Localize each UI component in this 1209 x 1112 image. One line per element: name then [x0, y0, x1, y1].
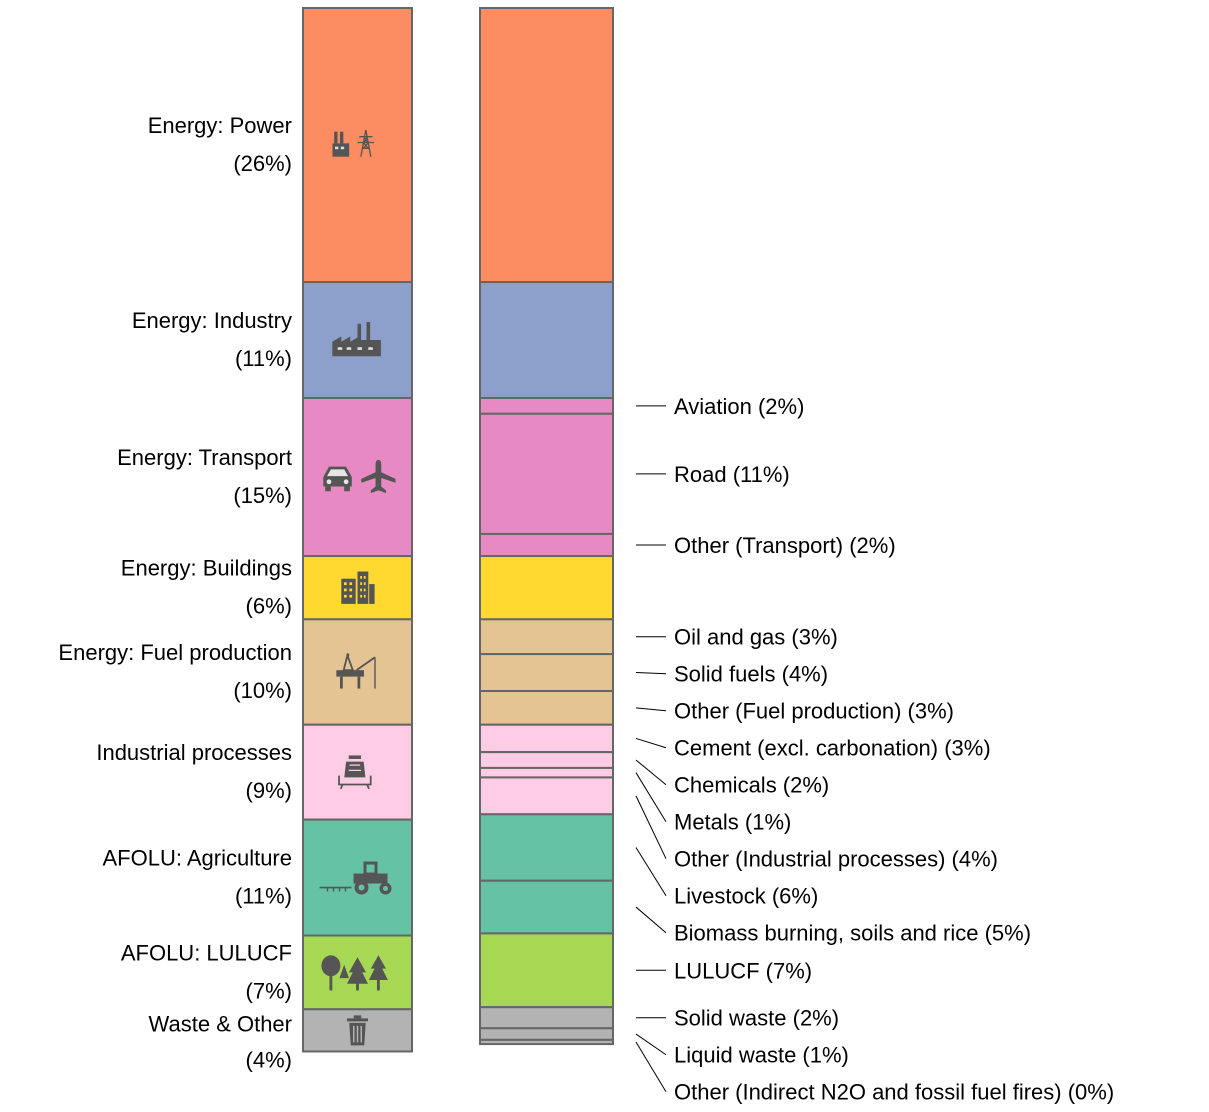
sector-bar-energy-transport [302, 396, 413, 558]
leader-line-biomass-burning-soils-and-rice-5 [635, 906, 667, 934]
subsector-label-cement-excl-carbonation-3: Cement (excl. carbonation) (3%) [674, 736, 991, 761]
sector-percent-waste-other: (4%) [246, 1047, 292, 1072]
leader-line-liquid-waste-1 [635, 1033, 667, 1056]
sector-percent-afolu-agriculture: (11%) [235, 884, 292, 909]
subsector-label-road-11: Road (11%) [674, 462, 790, 487]
subsector-bar-solid-fuels-4 [479, 653, 614, 692]
leader-line-other-fuel-production-3 [635, 707, 667, 712]
subsector-label-chemicals-2: Chemicals (2%) [674, 773, 829, 798]
subsector-bar-energy-power [479, 7, 614, 284]
subsector-label-solid-fuels-4: Solid fuels (4%) [674, 662, 828, 687]
sector-bar [302, 7, 413, 1053]
subsector-bar-road-11 [479, 412, 614, 535]
subsector-label-oil-and-gas-3: Oil and gas (3%) [674, 625, 838, 650]
subsector-label-metals-1: Metals (1%) [674, 810, 791, 835]
sector-percent-energy-industry: (11%) [235, 346, 292, 371]
subsector-bar-aviation-2 [479, 396, 614, 415]
leader-line-cement-excl-carbonation-3 [635, 737, 667, 749]
leader-line-chemicals-2 [635, 759, 667, 786]
subsector-bar-cement-excl-carbonation-3 [479, 723, 614, 754]
sector-label-afolu-lulucf: AFOLU: LULUCF [121, 940, 292, 965]
sector-labels: Energy: Power (26%) Energy: Industry (11%) E… [58, 113, 292, 1072]
leader-line-other-industrial-processes-4 [635, 795, 667, 859]
subsector-bar-biomass-burning-soils-and-rice-5 [479, 879, 614, 935]
sector-label-energy-power: Energy: Power [148, 113, 292, 138]
subsector-label-biomass-burning-soils-and-rice-5: Biomass burning, soils and rice (5%) [674, 921, 1031, 946]
subsector-label-lulucf-7: LULUCF (7%) [674, 958, 812, 983]
subsector-label-other-industrial-processes-4: Other (Industrial processes) (4%) [674, 847, 998, 872]
sector-label-energy-fuel-production: Energy: Fuel production [58, 640, 292, 665]
subsector-bar-other-fuel-production-3 [479, 689, 614, 726]
sector-percent-energy-transport: (15%) [233, 483, 292, 508]
subsector-bar-other-industrial-processes-4 [479, 776, 614, 816]
sector-label-energy-industry: Energy: Industry [132, 308, 292, 333]
subsector-bar-livestock-6 [479, 813, 614, 882]
sector-label-industrial-processes: Industrial processes [96, 740, 292, 765]
sector-percent-energy-power: (26%) [233, 151, 292, 176]
sector-percent-energy-buildings: (6%) [246, 594, 292, 619]
sector-label-energy-transport: Energy: Transport [117, 445, 292, 470]
subsector-bar [479, 7, 614, 1046]
subsector-label-other-fuel-production-3: Other (Fuel production) (3%) [674, 699, 954, 724]
subsector-bar-oil-and-gas-3 [479, 618, 614, 656]
subsector-label-aviation-2: Aviation (2%) [674, 394, 804, 419]
subsector-bar-other-transport-2 [479, 532, 614, 558]
subsector-label-other-indirect-n2o-and-fossil-fuel-fires-0: Other (Indirect N2O and fossil fuel fire… [674, 1080, 1114, 1105]
subsector-bar-other-indirect-n2o-and-fossil-fuel-fires-0 [479, 1038, 614, 1046]
sector-bar-energy-power [302, 7, 413, 284]
subsector-bar-liquid-waste-1 [479, 1027, 614, 1041]
subsector-bar-lulucf-7 [479, 932, 614, 1009]
subsector-label-liquid-waste-1: Liquid waste (1%) [674, 1043, 849, 1068]
subsector-bar-energy-buildings [479, 555, 614, 621]
subsector-label-solid-waste-2: Solid waste (2%) [674, 1006, 839, 1031]
sector-percent-energy-fuel-production: (10%) [233, 678, 292, 703]
leader-line-metals-1 [635, 772, 667, 822]
subsector-bar-solid-waste-2 [479, 1006, 614, 1030]
leader-line-other-indirect-n2o-and-fossil-fuel-fires-0 [635, 1041, 667, 1092]
subsector-labels: Aviation (2%) Road (11%) Other (Transport)… [635, 394, 1114, 1105]
leader-line-livestock-6 [635, 847, 667, 896]
sector-label-waste-other: Waste & Other [149, 1011, 292, 1036]
sector-label-energy-buildings: Energy: Buildings [121, 556, 292, 581]
subsector-label-livestock-6: Livestock (6%) [674, 884, 818, 909]
subsector-bar-energy-industry [479, 281, 614, 399]
subsector-label-other-transport-2: Other (Transport) (2%) [674, 533, 896, 558]
sector-percent-afolu-lulucf: (7%) [246, 978, 292, 1003]
sector-label-afolu-agriculture: AFOLU: Agriculture [102, 846, 292, 871]
subsector-bar-metals-1 [479, 766, 614, 779]
sector-percent-industrial-processes: (9%) [246, 778, 292, 803]
subsector-bar-chemicals-2 [479, 751, 614, 769]
leader-line-solid-fuels-4 [635, 672, 667, 675]
